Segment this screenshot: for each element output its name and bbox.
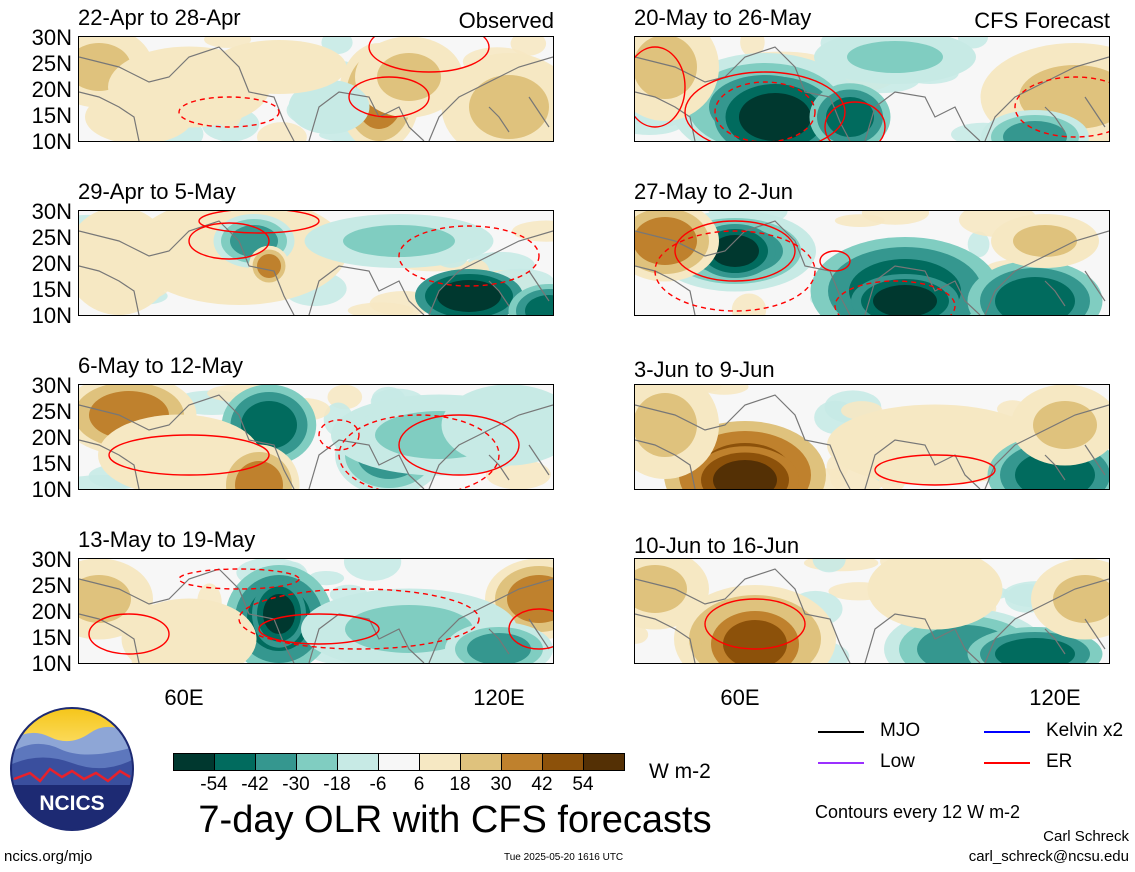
lat-label: 20N	[31, 251, 72, 276]
legend-label-er: ER	[1046, 751, 1073, 772]
lat-label: 25N	[31, 399, 72, 424]
map-panel-2	[634, 36, 1110, 142]
colorbar-swatch	[542, 753, 584, 771]
lat-label: 15N	[31, 625, 72, 650]
map-panel-8	[634, 558, 1110, 664]
lat-label: 20N	[31, 77, 72, 102]
map-panel-1	[78, 36, 554, 142]
map-panel-6	[634, 384, 1110, 490]
colorbar-tick-label: 6	[413, 774, 425, 795]
map-panel-7	[78, 558, 554, 664]
map-panel-5	[78, 384, 554, 490]
lon-label: 60E	[164, 685, 204, 710]
ncics-logo: NCICS	[10, 707, 134, 831]
panel-title: 20-May to 26-May	[634, 5, 812, 30]
lat-label: 10N	[31, 477, 72, 502]
colorbar-tick-label: 18	[449, 774, 471, 795]
colorbar-swatch	[173, 753, 215, 771]
lat-label: 15N	[31, 451, 72, 476]
olr-map	[79, 211, 553, 315]
author: Carl Schreck	[1043, 828, 1129, 845]
panel-title: 29-Apr to 5-May	[78, 179, 236, 204]
panel-title: 6-May to 12-May	[78, 353, 244, 378]
lon-label: 120E	[473, 685, 525, 710]
olr-map	[79, 37, 553, 141]
lat-label: 20N	[31, 599, 72, 624]
panel-title: 27-May to 2-Jun	[634, 179, 793, 204]
lon-label: 120E	[1029, 685, 1081, 710]
colorbar-tick-label: 30	[490, 774, 512, 795]
lat-label: 10N	[31, 129, 72, 154]
colorbar-tick-label: -6	[369, 774, 387, 795]
lat-label: 30N	[31, 373, 72, 398]
colorbar-tick-label: 42	[531, 774, 553, 795]
colorbar-swatch	[255, 753, 297, 771]
timestamp: Tue 2025-05-20 1616 UTC	[504, 852, 624, 863]
colorbar-tick-label: -30	[282, 774, 310, 795]
colorbar-tick-label: 54	[572, 774, 594, 795]
source-url[interactable]: ncics.org/mjo	[4, 848, 93, 865]
colorbar-swatch	[378, 753, 420, 771]
legend-swatch-kelvin	[984, 731, 1030, 733]
map-panel-4	[634, 210, 1110, 316]
main-title: 7-day OLR with CFS forecasts	[198, 799, 712, 841]
lat-label: 25N	[31, 573, 72, 598]
colorbar-swatch	[419, 753, 461, 771]
lat-label: 10N	[31, 303, 72, 328]
panel-title: 13-May to 19-May	[78, 527, 256, 552]
lat-label: 30N	[31, 199, 72, 224]
colorbar-tick-label: -54	[200, 774, 228, 795]
olr-map	[635, 385, 1109, 489]
panel-title: 10-Jun to 16-Jun	[634, 533, 800, 558]
legend-label-kelvin: Kelvin x2	[1046, 720, 1124, 741]
lat-label: 20N	[31, 425, 72, 450]
map-panel-3	[78, 210, 554, 316]
legend-label-mjo: MJO	[880, 720, 921, 741]
logo-icon: NCICS	[10, 707, 134, 831]
colorbar-swatch	[460, 753, 502, 771]
panel-tag: Observed	[458, 8, 554, 33]
olr-map	[79, 385, 553, 489]
lat-label: 15N	[31, 277, 72, 302]
olr-map	[635, 211, 1109, 315]
logo-text: NCICS	[39, 792, 104, 815]
colorbar-swatch	[214, 753, 256, 771]
lat-label: 30N	[31, 25, 72, 50]
panel-title: 3-Jun to 9-Jun	[634, 357, 775, 382]
lat-label: 15N	[31, 103, 72, 128]
olr-map	[79, 559, 553, 663]
legend-swatch-er	[984, 762, 1030, 764]
colorbar-swatch	[501, 753, 543, 771]
email: carl_schreck@ncsu.edu	[968, 848, 1129, 865]
colorbar-swatch	[583, 753, 625, 771]
colorbar-tick-label: -18	[323, 774, 351, 795]
colorbar-units: W m-2	[649, 760, 711, 783]
lon-label: 60E	[720, 685, 760, 710]
legend-swatch-low	[818, 762, 864, 764]
contour-note: Contours every 12 W m-2	[815, 802, 1021, 822]
colorbar-swatch	[337, 753, 379, 771]
lat-label: 25N	[31, 225, 72, 250]
panel-title: 22-Apr to 28-Apr	[78, 5, 241, 30]
olr-map	[635, 37, 1109, 141]
lat-label: 25N	[31, 51, 72, 76]
legend-label-low: Low	[880, 751, 915, 772]
panel-tag: CFS Forecast	[974, 8, 1110, 33]
olr-map	[635, 559, 1109, 663]
colorbar-swatch	[296, 753, 338, 771]
legend-swatch-mjo	[818, 731, 864, 733]
lat-label: 10N	[31, 651, 72, 676]
lat-label: 30N	[31, 547, 72, 572]
colorbar-tick-label: -42	[241, 774, 269, 795]
